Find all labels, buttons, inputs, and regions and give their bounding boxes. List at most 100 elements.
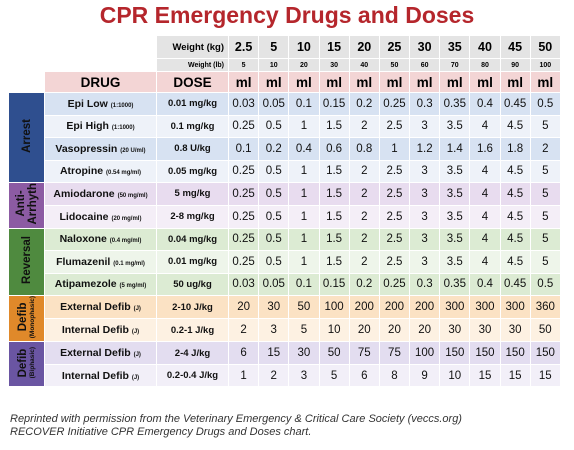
dose-volume: 150 xyxy=(439,341,471,365)
dose-volume: 1 xyxy=(288,204,320,229)
weight-lb: 5 xyxy=(227,58,260,72)
dose-volume: 5 xyxy=(529,250,561,274)
group-text: Defib (Biphasic) xyxy=(17,347,37,378)
dose-volume: 150 xyxy=(469,341,501,365)
drug-cell: Naloxone (0.4 mg/ml) xyxy=(44,227,157,252)
dose-volume: 150 xyxy=(499,341,531,365)
dose-volume: 2.5 xyxy=(378,204,411,229)
drug-concentration: (J) xyxy=(131,374,140,381)
weight-kg: 10 xyxy=(288,35,320,59)
dose-volume: 50 xyxy=(318,341,350,365)
drug-name: Lidocaine xyxy=(59,210,109,223)
drug-name: Atropine xyxy=(59,165,104,178)
dose-volume: 1.2 xyxy=(409,137,441,161)
dose-cell: 0.1 mg/kg xyxy=(156,114,229,138)
dose-cell: 2-8 mg/kg xyxy=(156,204,229,229)
drug-concentration: (J) xyxy=(133,352,141,359)
dose-volume: 0.5 xyxy=(529,92,561,116)
dose-volume: 0.3 xyxy=(409,272,441,297)
dose-cell: 5 mg/kg xyxy=(156,182,229,206)
dose-volume: 0.8 xyxy=(348,137,380,161)
dose-volume: 10 xyxy=(439,363,471,388)
unit-header: ml xyxy=(439,71,471,93)
dose-volume: 360 xyxy=(529,295,561,320)
group-line: Defib xyxy=(16,302,29,332)
dose-cell: 2-4 J/kg xyxy=(156,341,229,365)
dose-volume: 1.5 xyxy=(318,204,350,229)
dose-volume: 10 xyxy=(318,318,350,343)
drug-cell: Atropine (0.54 mg/ml) xyxy=(44,159,157,183)
group-line: Arrhyth xyxy=(26,183,39,225)
dose-volume: 5 xyxy=(529,114,561,138)
unit-header: ml xyxy=(499,71,531,93)
dose-volume: 0.3 xyxy=(409,92,441,116)
dose-volume: 0.5 xyxy=(529,272,561,297)
drug-cell: Epi High (1:1000) xyxy=(44,114,157,138)
dose-volume: 2 xyxy=(348,114,380,138)
weight-kg: 35 xyxy=(439,35,471,59)
unit-header: ml xyxy=(469,71,501,93)
dose-volume: 50 xyxy=(529,318,561,343)
dose-volume: 30 xyxy=(258,295,290,320)
dose-volume: 1 xyxy=(288,159,320,183)
drug-header: DRUG xyxy=(44,71,157,93)
group-label: Arrest xyxy=(8,92,45,183)
dose-volume: 300 xyxy=(469,295,501,320)
dose-volume: 5 xyxy=(529,204,561,229)
drug-cell: Internal Defib (J) xyxy=(44,318,157,343)
drug-row: Epi High (1:1000) 0.1 mg/kg 0.25 0.5 1 1.5 2 2.… xyxy=(8,114,561,138)
drug-row: Arrest Epi Low (1:1000) 0.01 mg/kg 0.03 0.05… xyxy=(8,92,561,183)
drug-name: Amiodarone xyxy=(53,187,115,200)
drug-cell: Lidocaine (20 mg/ml) xyxy=(44,204,157,229)
drug-cell: Flumazenil (0.1 mg/ml) xyxy=(44,250,157,274)
dose-volume: 2 xyxy=(529,137,561,161)
dose-volume: 1 xyxy=(288,227,320,252)
header-row: DRUG DOSE ml ml ml ml ml ml ml ml ml ml ml xyxy=(8,71,561,93)
drug-cell: Amiodarone (50 mg/ml) xyxy=(44,182,157,206)
dose-volume: 0.5 xyxy=(258,227,290,252)
weight-kg-label: Weight (kg) xyxy=(156,35,229,59)
weight-kg-row: Weight (kg) 2.5 5 10 15 20 25 30 35 40 45 50 xyxy=(8,35,561,59)
unit-header: ml xyxy=(378,71,411,93)
unit-header: ml xyxy=(348,71,380,93)
dose-volume: 1.6 xyxy=(469,137,501,161)
dose-cell: 50 ug/kg xyxy=(156,272,229,297)
dose-volume: 3.5 xyxy=(439,182,471,206)
drug-concentration: (J) xyxy=(131,329,140,336)
drug-name: External Defib xyxy=(60,347,131,360)
dose-volume: 5 xyxy=(318,363,350,388)
drug-concentration: (J) xyxy=(133,306,141,313)
dose-volume: 2 xyxy=(348,227,380,252)
dose-volume: 0.25 xyxy=(378,272,411,297)
dose-volume: 5 xyxy=(529,182,561,206)
dose-cell: 0.8 U/kg xyxy=(156,137,229,161)
weight-kg: 25 xyxy=(378,35,411,59)
title: CPR Emergency Drugs and Doses xyxy=(99,2,475,28)
dose-volume: 1 xyxy=(227,363,260,388)
dose-volume: 20 xyxy=(348,318,380,343)
dose-volume: 3 xyxy=(288,363,320,388)
weight-lb: 50 xyxy=(378,58,411,72)
group-line: Defib xyxy=(16,348,29,378)
group-text: Reversal xyxy=(21,236,33,284)
group-line: Reversal xyxy=(20,236,33,285)
dose-volume: 1.5 xyxy=(318,182,350,206)
dose-volume: 0.5 xyxy=(258,159,290,183)
dose-cell: 0.04 mg/kg xyxy=(156,227,229,252)
dose-header: DOSE xyxy=(156,71,229,93)
drug-concentration: (0.54 mg/ml) xyxy=(106,170,142,177)
drug-cell: Vasopressin (20 U/ml) xyxy=(44,137,157,161)
weight-kg: 40 xyxy=(469,35,501,59)
dose-volume: 0.1 xyxy=(288,92,320,116)
drug-concentration: (1:1000) xyxy=(110,102,134,109)
drug-name: External Defib xyxy=(60,301,131,314)
drug-row: Atropine (0.54 mg/ml) 0.05 mg/kg 0.25 0.5 1 1… xyxy=(8,159,561,183)
weight-lb: 60 xyxy=(409,58,441,72)
footer-line: Reprinted with permission from the Veter… xyxy=(10,413,462,425)
dose-volume: 2.5 xyxy=(378,114,411,138)
group-text: Defib (Monophasic) xyxy=(16,297,37,339)
weight-lb: 20 xyxy=(288,58,320,72)
dose-volume: 15 xyxy=(499,363,531,388)
dose-cell: 0.01 mg/kg xyxy=(156,92,229,116)
drug-row: Lidocaine (20 mg/ml) 2-8 mg/kg 0.25 0.5 1 1.5… xyxy=(8,204,561,229)
